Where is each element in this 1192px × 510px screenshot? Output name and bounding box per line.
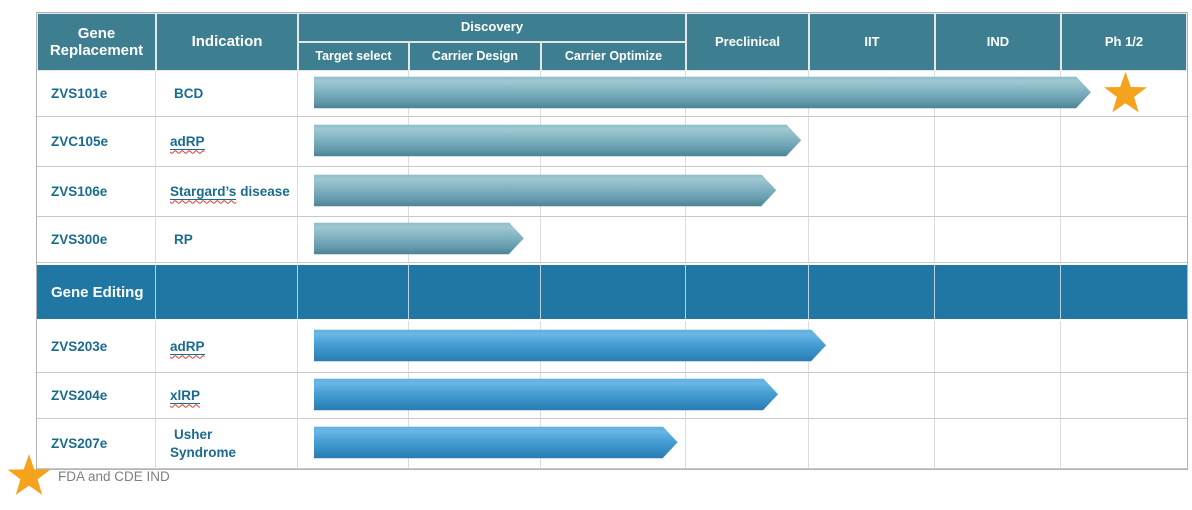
indication-cell: RP [156, 217, 298, 263]
chart-row [298, 117, 1187, 167]
header-indication: Indication [156, 13, 298, 71]
program-cell: ZVS101e [37, 71, 156, 117]
indication-cell: adRP [156, 321, 298, 373]
section-spacer [156, 263, 298, 321]
indication-text: RP [174, 231, 193, 247]
section-band [298, 263, 1187, 321]
section-gridlines [298, 265, 1187, 319]
fda-cde-ind-star-icon [1103, 71, 1147, 112]
pipeline-bar [314, 76, 1091, 108]
header-carrier-design: Carrier Design [409, 42, 541, 71]
header-gene-replacement: Gene Replacement [37, 13, 156, 71]
chart-row [298, 71, 1187, 117]
header-carrier-optimize: Carrier Optimize [541, 42, 686, 71]
pipeline-bar [314, 174, 776, 206]
indication-text: Usher Syndrome [170, 426, 237, 460]
legend: FDA and CDE IND [6, 453, 406, 501]
indication-link[interactable]: adRP [170, 338, 205, 355]
pipeline-bar [314, 124, 801, 156]
chart-row [298, 321, 1187, 373]
program-cell: ZVS300e [37, 217, 156, 263]
header-ind: IND [935, 13, 1061, 71]
chart-row [298, 217, 1187, 263]
indication-link[interactable]: Stargard’s [170, 183, 237, 200]
header-target-select: Target select [298, 42, 409, 71]
indication-text: BCD [174, 85, 204, 101]
indication-cell: Stargard’s disease [156, 167, 298, 217]
chart-row [298, 167, 1187, 217]
program-cell: ZVS207e [37, 419, 156, 469]
header-iit: IIT [809, 13, 935, 71]
pipeline-bar [314, 222, 524, 254]
indication-cell: BCD [156, 71, 298, 117]
pipeline-table: Gene Replacement Indication Discovery Ta… [36, 12, 1188, 470]
program-cell: ZVS106e [37, 167, 156, 217]
legend-label: FDA and CDE IND [58, 469, 170, 484]
program-cell: ZVS203e [37, 321, 156, 373]
header-discovery: Discovery [298, 13, 686, 42]
chart-row [298, 373, 1187, 419]
header-preclinical: Preclinical [686, 13, 809, 71]
indication-link[interactable]: adRP [170, 133, 205, 150]
indication-link[interactable]: xlRP [170, 387, 201, 404]
legend-star-icon [7, 454, 51, 495]
pipeline-bar [314, 426, 678, 458]
pipeline-bar [314, 378, 778, 410]
program-cell: ZVS204e [37, 373, 156, 419]
header-ph12: Ph 1/2 [1061, 13, 1187, 71]
program-cell: ZVC105e [37, 117, 156, 167]
indication-cell: adRP [156, 117, 298, 167]
chart-row [298, 419, 1187, 469]
section-gene-editing: Gene Editing [37, 263, 156, 321]
indication-cell: Usher Syndrome [156, 419, 298, 469]
indication-text: disease [240, 183, 290, 199]
indication-cell: xlRP [156, 373, 298, 419]
pipeline-bar [314, 329, 826, 361]
